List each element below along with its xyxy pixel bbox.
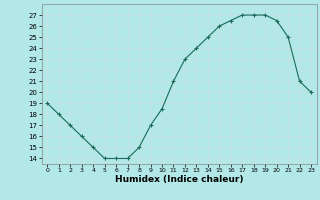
X-axis label: Humidex (Indice chaleur): Humidex (Indice chaleur) (115, 175, 244, 184)
